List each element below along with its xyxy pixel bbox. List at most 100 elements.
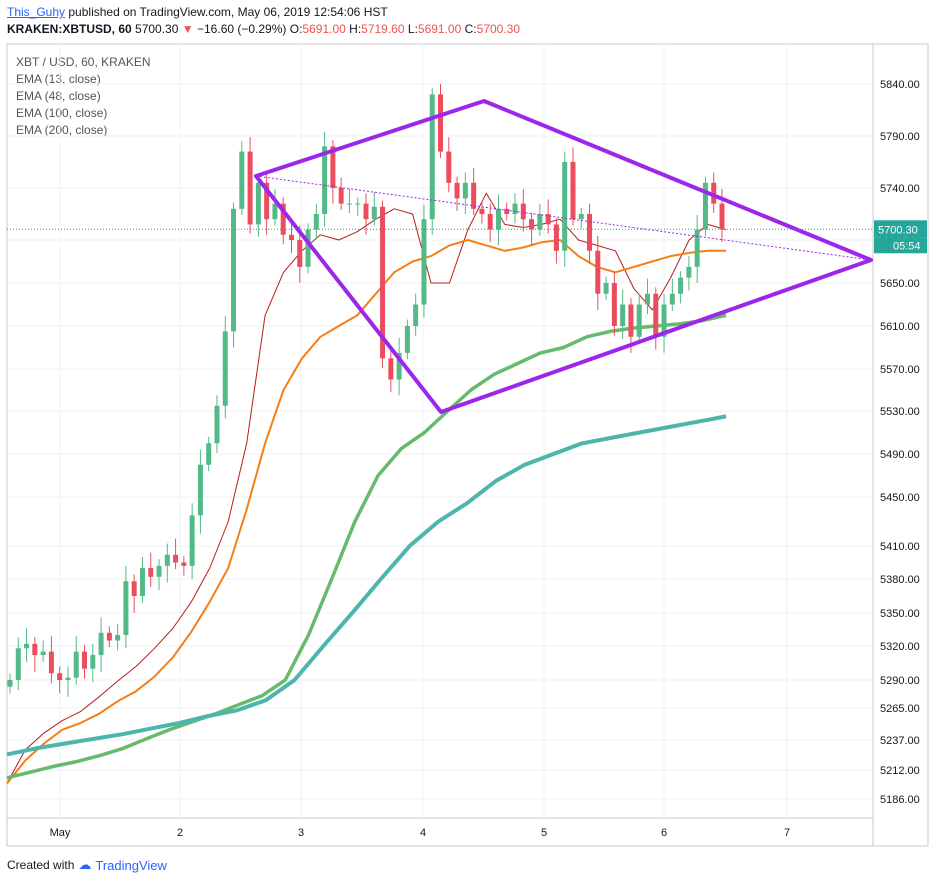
candle-body <box>686 266 692 278</box>
candle-body <box>15 648 21 680</box>
close-value: 5700.30 <box>476 22 521 36</box>
ema-line <box>6 192 727 784</box>
candle-body <box>380 206 386 359</box>
time-axis[interactable]: May 2 3 4 5 6 7 <box>50 827 790 839</box>
footer: Created with ☁ TradingView <box>7 857 167 873</box>
grid <box>7 44 873 818</box>
high-label: H: <box>349 22 362 36</box>
candle-body <box>148 568 154 577</box>
candle-body <box>702 182 708 230</box>
candle-body <box>214 405 220 444</box>
price-tick-label: 5380.00 <box>880 574 920 586</box>
time-tick-label: 5 <box>541 827 547 839</box>
candle-body <box>661 304 667 337</box>
legend-item-ema48[interactable]: EMA (48, close) <box>16 89 101 103</box>
time-tick-label: 7 <box>784 827 790 839</box>
candle-body <box>115 635 121 641</box>
candle-body <box>57 673 63 680</box>
last-price-label: 5700.30 <box>878 224 918 236</box>
candle-body <box>537 214 543 230</box>
candle-body <box>7 680 13 687</box>
candle-body <box>620 304 626 326</box>
candle-body <box>628 304 634 337</box>
candle-body <box>413 304 419 326</box>
low-value: 5691.00 <box>417 22 462 36</box>
ema-line <box>6 239 726 785</box>
candle-body <box>239 151 245 209</box>
candle-body <box>106 632 112 641</box>
legend-item-ema13[interactable]: EMA (13, close) <box>16 72 101 86</box>
price-tick-label: 5650.00 <box>880 278 920 290</box>
diamond-outline <box>254 99 873 414</box>
tradingview-brand[interactable]: TradingView <box>95 857 167 873</box>
time-axis-frame <box>6 817 874 847</box>
candle-body <box>603 283 609 294</box>
candle-body <box>388 358 394 380</box>
candle-body <box>297 240 303 267</box>
candle-body <box>98 632 104 656</box>
symbol-label: KRAKEN:XBTUSD, 60 <box>7 22 132 36</box>
countdown-badge <box>874 237 927 254</box>
price-tick-label: 5350.00 <box>880 608 920 620</box>
chart-legend: XBT / USD, 60, KRAKEN EMA (13, close) EM… <box>16 54 151 139</box>
high-value: 5719.60 <box>361 22 405 36</box>
candle-body <box>504 208 510 214</box>
legend-item-ema200[interactable]: EMA (200, close) <box>16 123 108 137</box>
candle-body <box>181 562 187 566</box>
price-tick-label: 5570.00 <box>880 364 920 376</box>
price-tick-label: 5410.00 <box>880 541 920 553</box>
candle-body <box>73 651 79 678</box>
candle-body <box>346 203 352 205</box>
price-tick-label: 5212.00 <box>880 765 920 777</box>
candle-body <box>255 182 261 225</box>
candles <box>7 84 725 697</box>
price-tick-label: 5290.00 <box>880 675 920 687</box>
candle-body <box>711 182 717 204</box>
time-tick-label: 2 <box>177 827 183 839</box>
candle-body <box>570 162 576 220</box>
ema-line <box>6 313 727 780</box>
change-value: −16.60 (−0.29%) <box>197 22 287 36</box>
candle-body <box>611 283 617 326</box>
last-value: 5700.30 <box>135 22 179 36</box>
candle-body <box>520 203 526 220</box>
candle-body <box>487 214 493 230</box>
candle-body <box>694 229 700 267</box>
candle-body <box>164 554 170 566</box>
candle-body <box>82 651 88 669</box>
candle-body <box>32 643 38 656</box>
price-tick-label: 5740.00 <box>880 183 920 195</box>
candle-body <box>206 443 212 465</box>
tradingview-logo-icon[interactable]: ☁ <box>78 857 92 872</box>
candle-body <box>396 352 402 380</box>
candle-body <box>280 203 286 235</box>
candle-body <box>446 151 452 183</box>
candle-body <box>231 208 237 332</box>
created-with-label: Created with <box>7 858 75 872</box>
candle-body <box>272 203 278 220</box>
low-label: L: <box>407 22 418 36</box>
price-tick-label: 5530.00 <box>880 406 920 418</box>
legend-item-ema100[interactable]: EMA (100, close) <box>16 106 108 120</box>
candle-body <box>421 219 427 305</box>
candle-body <box>197 464 203 516</box>
candle-body <box>65 677 71 680</box>
price-tick-label: 5840.00 <box>880 79 920 91</box>
candle-body <box>123 581 129 635</box>
ema-line <box>6 414 727 757</box>
price-tick-label: 5610.00 <box>880 321 920 333</box>
candle-body <box>529 219 535 230</box>
time-tick-label: 4 <box>420 827 426 839</box>
price-axis[interactable]: 5840.005790.005740.005690.005650.005610.… <box>880 79 920 806</box>
author-link[interactable]: This_Guhy <box>7 5 66 19</box>
down-arrow-icon: ▼ <box>181 22 194 36</box>
candle-body <box>587 214 593 251</box>
diamond-midline <box>255 175 872 261</box>
legend-title: XBT / USD, 60, KRAKEN <box>16 55 151 69</box>
candle-body <box>429 94 435 220</box>
candle-body <box>288 234 294 240</box>
candle-body <box>355 203 361 205</box>
candle-body <box>595 250 601 294</box>
time-tick-label: 3 <box>298 827 304 839</box>
